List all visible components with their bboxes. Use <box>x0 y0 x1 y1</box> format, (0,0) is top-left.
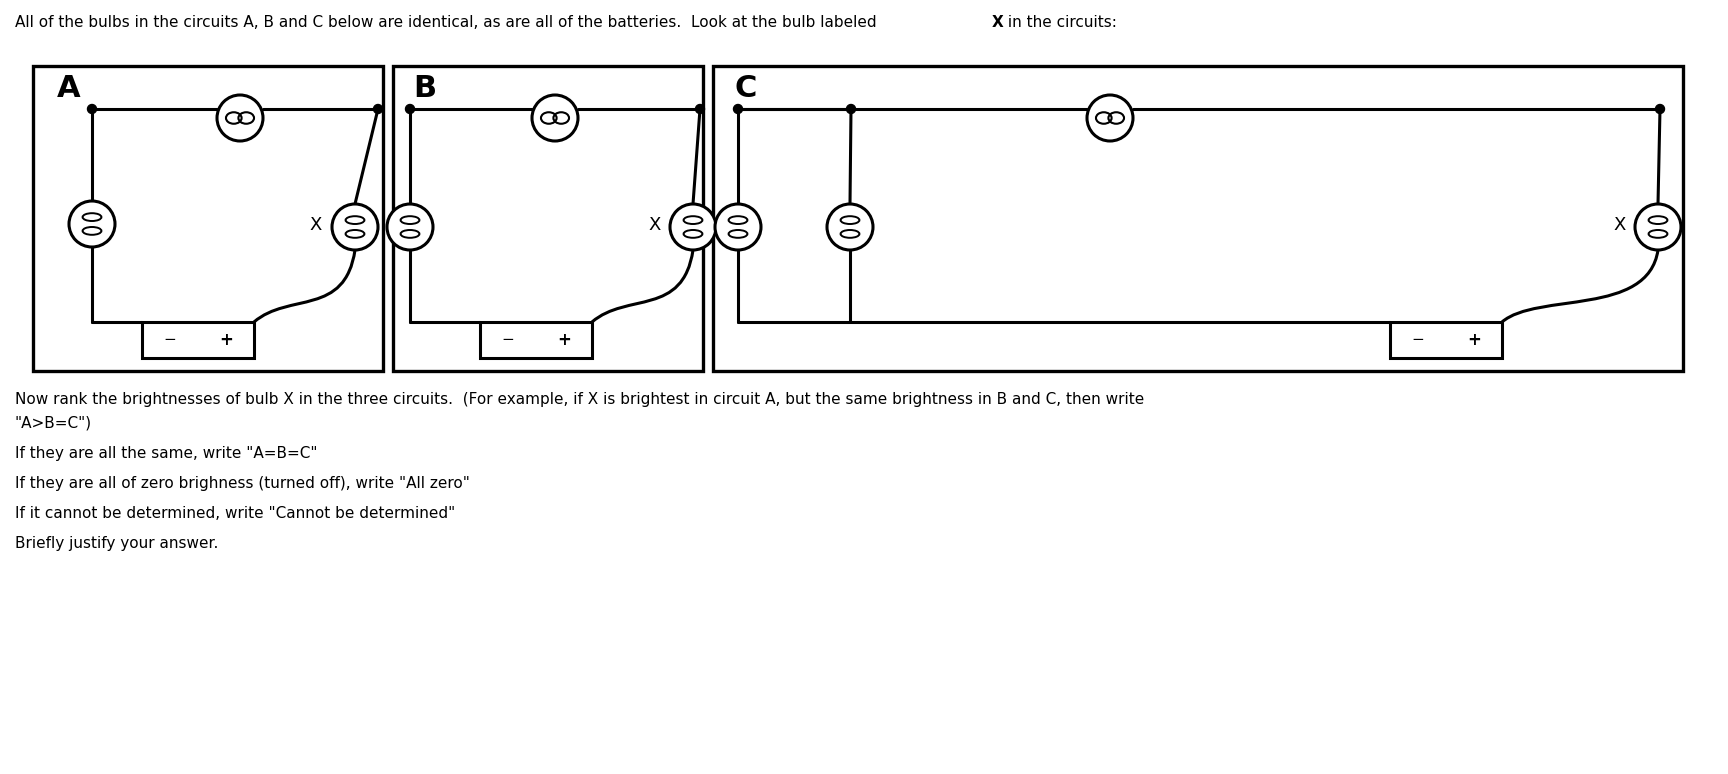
Circle shape <box>715 204 760 250</box>
Text: +: + <box>219 331 233 349</box>
FancyBboxPatch shape <box>142 322 254 358</box>
FancyBboxPatch shape <box>1389 322 1502 358</box>
Text: −: − <box>1412 333 1424 348</box>
Circle shape <box>69 201 116 247</box>
Text: If they are all of zero brighness (turned off), write "All zero": If they are all of zero brighness (turne… <box>16 476 470 491</box>
Circle shape <box>847 104 855 114</box>
Circle shape <box>1635 204 1681 250</box>
Text: +: + <box>556 331 570 349</box>
Circle shape <box>1655 104 1664 114</box>
Text: +: + <box>1467 331 1481 349</box>
Text: X: X <box>992 15 1004 30</box>
Circle shape <box>532 95 577 141</box>
FancyBboxPatch shape <box>714 66 1683 371</box>
Circle shape <box>88 104 97 114</box>
Circle shape <box>218 95 263 141</box>
FancyBboxPatch shape <box>392 66 703 371</box>
Circle shape <box>387 204 434 250</box>
Circle shape <box>828 204 873 250</box>
Text: Now rank the brightnesses of bulb X in the three circuits.  (For example, if X i: Now rank the brightnesses of bulb X in t… <box>16 392 1144 407</box>
Text: −: − <box>164 333 176 348</box>
Circle shape <box>1087 95 1134 141</box>
Circle shape <box>670 204 715 250</box>
Text: If it cannot be determined, write "Cannot be determined": If it cannot be determined, write "Canno… <box>16 506 454 521</box>
Text: X: X <box>309 216 321 234</box>
Circle shape <box>406 104 415 114</box>
Text: X: X <box>648 216 662 234</box>
Text: X: X <box>1614 216 1626 234</box>
Text: A: A <box>57 74 81 103</box>
FancyBboxPatch shape <box>33 66 384 371</box>
Circle shape <box>695 104 705 114</box>
Text: If they are all the same, write "A=B=C": If they are all the same, write "A=B=C" <box>16 446 318 461</box>
Text: B: B <box>413 74 435 103</box>
Text: Briefly justify your answer.: Briefly justify your answer. <box>16 536 218 551</box>
FancyBboxPatch shape <box>480 322 593 358</box>
Circle shape <box>733 104 743 114</box>
Text: "A>B=C"): "A>B=C") <box>16 416 92 431</box>
Text: in the circuits:: in the circuits: <box>1002 15 1116 30</box>
Text: All of the bulbs in the circuits A, B and C below are identical, as are all of t: All of the bulbs in the circuits A, B an… <box>16 15 881 30</box>
Text: C: C <box>734 74 757 103</box>
Circle shape <box>332 204 378 250</box>
Text: −: − <box>501 333 515 348</box>
Circle shape <box>373 104 382 114</box>
